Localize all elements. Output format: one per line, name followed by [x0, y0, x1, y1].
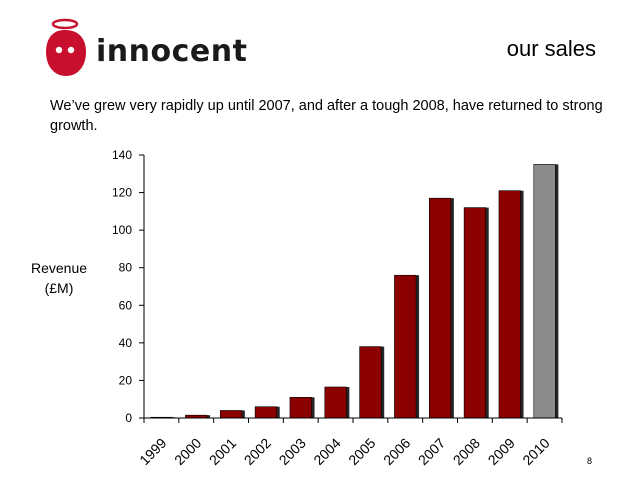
- innocent-logo: innocent: [40, 18, 270, 80]
- x-tick-label-2001: 2001: [206, 435, 239, 468]
- y-tick-label-0: 0: [125, 411, 132, 425]
- bar-2004: [324, 386, 347, 419]
- y-tick-label-100: 100: [112, 223, 132, 237]
- x-tick-label-1999: 1999: [136, 435, 169, 468]
- x-tick-label-2002: 2002: [241, 435, 274, 468]
- y-tick-label-80: 80: [119, 261, 133, 275]
- x-tick-label-2005: 2005: [345, 435, 378, 468]
- y-tick-label-20: 20: [119, 373, 133, 387]
- x-tick-label-2006: 2006: [380, 435, 413, 468]
- bar-2002: [254, 406, 278, 419]
- y-tick-label-120: 120: [112, 186, 132, 200]
- y-tick-label-140: 140: [112, 148, 132, 162]
- bar-2006: [394, 274, 417, 419]
- x-tick-label-2008: 2008: [450, 435, 483, 468]
- bar-2008: [463, 207, 487, 419]
- bar-2003: [289, 397, 312, 419]
- logo-wordmark: innocent: [96, 34, 248, 69]
- y-tick-label-40: 40: [119, 336, 133, 350]
- bar-2009: [498, 190, 521, 419]
- page-number: 8: [586, 456, 592, 466]
- slide-title: our sales: [506, 36, 596, 61]
- y-axis-label: Revenue (£M): [24, 258, 94, 298]
- y-tick-label-60: 60: [119, 298, 133, 312]
- x-tick-label-2007: 2007: [415, 435, 448, 468]
- bar-2001: [219, 410, 243, 419]
- y-axis-label-line-2: (£M): [44, 280, 74, 296]
- x-tick-label-2010: 2010: [519, 435, 552, 468]
- bar-2010: [533, 164, 556, 419]
- x-tick-label-2003: 2003: [276, 435, 309, 468]
- slide-subtitle: We’ve grew very rapidly up until 2007, a…: [50, 98, 603, 134]
- x-tick-label-2000: 2000: [171, 435, 204, 468]
- y-axis-label-line-1: Revenue: [30, 260, 88, 276]
- bar-2007: [428, 197, 452, 419]
- innocent-face-icon: [46, 18, 86, 76]
- bar-2005: [359, 346, 382, 419]
- x-tick-label-2009: 2009: [485, 435, 518, 468]
- x-tick-label-2004: 2004: [310, 435, 343, 468]
